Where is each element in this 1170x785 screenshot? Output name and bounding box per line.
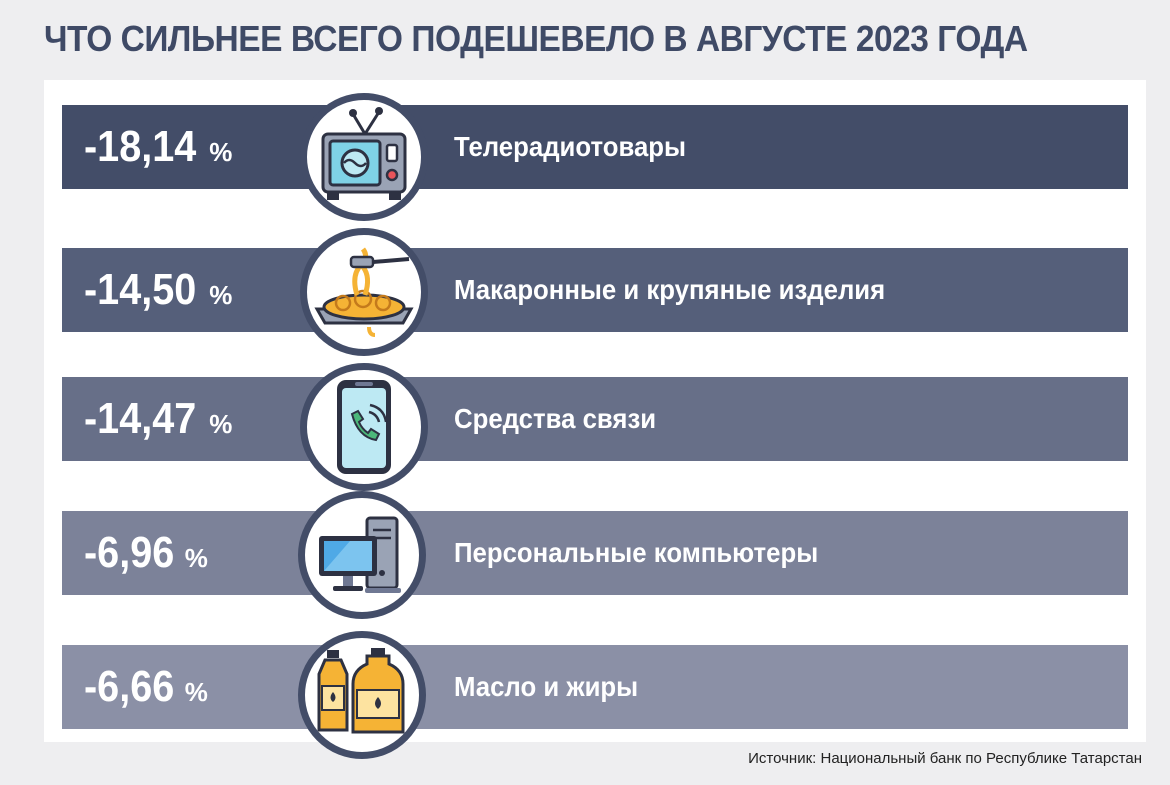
percent-number: -6,66 bbox=[84, 662, 175, 711]
category-label: Макаронные и крупяные изделия bbox=[454, 274, 886, 305]
row-bar bbox=[62, 645, 1128, 729]
table-row: -14,47 % Средства связи bbox=[62, 363, 1128, 491]
computer-icon bbox=[319, 516, 401, 593]
percent-value: -6,66 % bbox=[84, 645, 208, 729]
row-bar bbox=[62, 511, 1128, 595]
source-note: Источник: Национальный банк по Республик… bbox=[748, 750, 1142, 767]
percent-unit: % bbox=[184, 543, 208, 573]
smartphone-icon bbox=[337, 380, 391, 474]
percent-unit: % bbox=[209, 280, 233, 310]
row-bar bbox=[62, 105, 1128, 189]
percent-unit: % bbox=[209, 137, 233, 167]
percent-unit: % bbox=[184, 677, 208, 707]
percent-unit: % bbox=[209, 409, 233, 439]
percent-value: -6,96 % bbox=[84, 511, 208, 595]
table-row: -6,96 % Персональные компьютеры bbox=[62, 491, 1128, 619]
page-title: ЧТО СИЛЬНЕЕ ВСЕГО ПОДЕШЕВЕЛО В АВГУСТЕ 2… bbox=[44, 18, 1028, 59]
icon-circle bbox=[298, 631, 426, 759]
percent-number: -6,96 bbox=[84, 528, 175, 577]
category-label: Масло и жиры bbox=[454, 671, 639, 702]
percent-value: -14,47 % bbox=[84, 377, 232, 461]
percent-number: -14,47 bbox=[84, 394, 197, 443]
icon-circle bbox=[300, 93, 428, 221]
tv-icon bbox=[321, 107, 407, 200]
icon-circle bbox=[300, 363, 428, 491]
icon-circle bbox=[300, 228, 428, 356]
pasta-icon bbox=[314, 247, 414, 337]
percent-value: -18,14 % bbox=[84, 105, 232, 189]
percent-number: -18,14 bbox=[84, 122, 197, 171]
percent-number: -14,50 bbox=[84, 265, 197, 314]
table-row: -6,66 % Масло и жиры bbox=[62, 631, 1128, 759]
table-row: -14,50 % Макаронные и крупяные изделия bbox=[62, 228, 1128, 356]
percent-value: -14,50 % bbox=[84, 248, 232, 332]
category-label: Средства связи bbox=[454, 403, 657, 434]
category-label: Персональные компьютеры bbox=[454, 537, 819, 568]
table-row: -18,14 % Телерадиотовары bbox=[62, 93, 1128, 221]
icon-circle bbox=[298, 491, 426, 619]
row-bar bbox=[62, 248, 1128, 332]
oil-bottles-icon bbox=[317, 648, 405, 734]
category-label: Телерадиотовары bbox=[454, 131, 687, 162]
row-bar bbox=[62, 377, 1128, 461]
